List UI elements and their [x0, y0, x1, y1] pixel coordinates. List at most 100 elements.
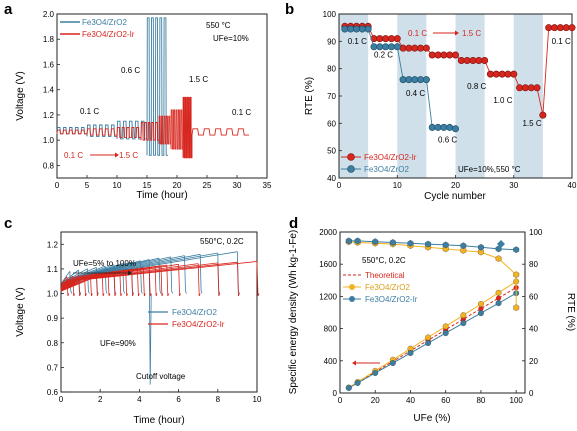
panel-d-right-arrow	[497, 240, 505, 248]
panel-c-discharge-1	[113, 271, 117, 297]
panel-c-cond: 550°C, 0.2C	[200, 237, 244, 246]
panel-c-xtick-label: 0	[59, 395, 64, 404]
panel-a-range-low: 0.1 C	[64, 151, 83, 160]
panel-b-point-1	[347, 25, 355, 33]
panel-b-rate-arrowhead	[455, 30, 459, 36]
panel-c-discharge-1	[148, 267, 152, 297]
panel-c-discharge-1	[84, 274, 87, 297]
panel-b-point-1	[341, 25, 349, 33]
panel-b-ytick-label: 50	[327, 147, 336, 156]
panel-b-arrow-high: 1.5 C	[462, 29, 481, 38]
panel-b-shaded-band	[339, 14, 369, 178]
panel-d-ytick-right-label: 20	[529, 357, 538, 366]
panel-label-c: c	[4, 215, 12, 232]
panel-c-xtick-label: 4	[137, 395, 142, 404]
panel-d-rte-point-0	[478, 248, 484, 256]
panel-c-arrowhead	[128, 270, 132, 276]
panel-d-legend: Theoretical Fe3O4/ZrO2 Fe3O4/ZrO2-Ir	[343, 271, 418, 304]
panel-b-point-0	[533, 84, 541, 92]
panel-label-d: d	[289, 215, 298, 232]
panel-b-rate-label: 0.8 C	[467, 82, 486, 91]
panel-d-rte-point-1	[425, 240, 432, 248]
panel-b-point-1	[440, 123, 448, 131]
panel-b-point-1	[364, 25, 372, 33]
panel-b-xtick-label: 20	[451, 181, 460, 190]
panel-b-point-1	[434, 123, 442, 131]
panel-c-xtick-label: 2	[98, 395, 103, 404]
panel-b-point-0	[492, 70, 500, 78]
panel-a-xtick-label: 30	[233, 181, 242, 190]
panel-b-point-0	[440, 51, 448, 59]
panel-d-ytick-right-label: 60	[529, 292, 538, 301]
panel-c-ytick-label: 0.6	[47, 388, 59, 397]
panel-d-xlabel: UFe (%)	[413, 413, 450, 424]
panel-b-point-1	[370, 43, 378, 51]
panel-b-point-0	[387, 35, 395, 43]
panel-b-point-0	[417, 44, 425, 52]
panel-b-ytick-label: 90	[327, 37, 336, 46]
panel-c-discharge-1	[237, 262, 240, 297]
panel-d-rte-point-1	[354, 237, 361, 245]
panel-a-legend-0: Fe3O4/ZrO2	[82, 18, 127, 27]
panel-d-rte-point-1	[389, 239, 396, 246]
panel-a-series-0	[56, 17, 168, 156]
panel-d-frame	[339, 231, 526, 394]
panel-d-rte-point-0	[513, 304, 520, 312]
panel-b-point-0	[481, 56, 489, 64]
panel-b-point-1	[358, 25, 366, 33]
panel-d-rte-point-1	[513, 246, 520, 254]
panel-b-point-0	[498, 70, 506, 78]
panel-b-xtick-label: 40	[568, 181, 577, 190]
panel-d-energy-point-2	[442, 330, 449, 337]
panel-b-point-0	[422, 44, 430, 52]
panel-d-legend-2: Fe3O4/ZrO2-Ir	[365, 295, 418, 304]
panel-a-range-arrowhead	[115, 152, 119, 158]
panel-d-axis-arrowhead	[352, 360, 356, 366]
panel-b-point-0	[556, 24, 564, 32]
panel-c-ufe90: UFe=90%	[100, 339, 136, 348]
panel-a-ytick-label: 1.6	[43, 60, 55, 69]
panel-b-point-1	[446, 123, 454, 131]
panel-d-legend-0: Theoretical	[365, 271, 405, 280]
panel-c-ytick-label: 0.9	[47, 314, 59, 323]
panel-b-point-0	[545, 24, 553, 32]
panel-a-xlabel: Time (hour)	[136, 190, 187, 201]
panel-b-point-0	[568, 24, 576, 32]
panel-c-discharge-1	[197, 263, 201, 297]
panel-a-ylabel: Voltage (V)	[15, 71, 26, 120]
panel-b-point-1	[422, 76, 430, 84]
panel-b-point-0	[510, 70, 518, 78]
panel-b-point-0	[527, 84, 535, 92]
panel-c-discharge-1	[101, 272, 105, 297]
panel-b-shaded-band	[397, 14, 427, 178]
panel-b-point-0	[411, 44, 419, 52]
panel-c-discharge-1	[160, 265, 164, 297]
panel-a-ytick-label: 1.0	[43, 136, 55, 145]
panel-d-chart: 0 20 40 60 80 100 0 400 800 1200 1600 2000 0 20 40 60 80…	[288, 228, 576, 424]
panel-a-range-high: 1.5 C	[119, 151, 138, 160]
panel-b-point-0	[551, 24, 559, 32]
panel-c-discharge-1	[107, 271, 111, 297]
panel-b-point-0	[446, 51, 454, 59]
panel-b-shaded-band	[455, 14, 485, 178]
panel-c-discharge-1	[178, 264, 181, 297]
panel-b-chart: 0 10 20 30 40 40 50 60 70 80 90 100 0.1 C 0.2 C 0.4 C…	[304, 10, 577, 202]
panel-b-rate-label: 0.1 C	[348, 37, 367, 46]
panel-d-ytick-label: 1600	[319, 260, 337, 269]
panel-a-temp: 550 °C	[206, 21, 231, 30]
panel-d-rte-point-1	[407, 239, 414, 247]
panel-a-c06: 0.6 C	[121, 66, 140, 75]
panel-a-frame	[56, 13, 268, 179]
panel-c-ytick-label: 1.1	[47, 265, 59, 274]
panel-d-energy-point-1	[478, 301, 484, 307]
panel-b-point-0	[516, 84, 524, 92]
panel-b-point-0	[521, 84, 529, 92]
panel-b-point-0	[451, 51, 459, 59]
panel-b-legend-1: Fe3O4/ZrO2	[364, 165, 409, 174]
panel-b-xlabel: Cycle number	[424, 191, 486, 202]
panel-b-ytick-label: 40	[327, 174, 336, 183]
panel-b-rate-label: 0.6 C	[438, 135, 457, 144]
panel-d-energy-point-2	[460, 320, 467, 327]
panel-b-point-0	[399, 44, 407, 52]
panel-b-point-0	[475, 56, 483, 64]
